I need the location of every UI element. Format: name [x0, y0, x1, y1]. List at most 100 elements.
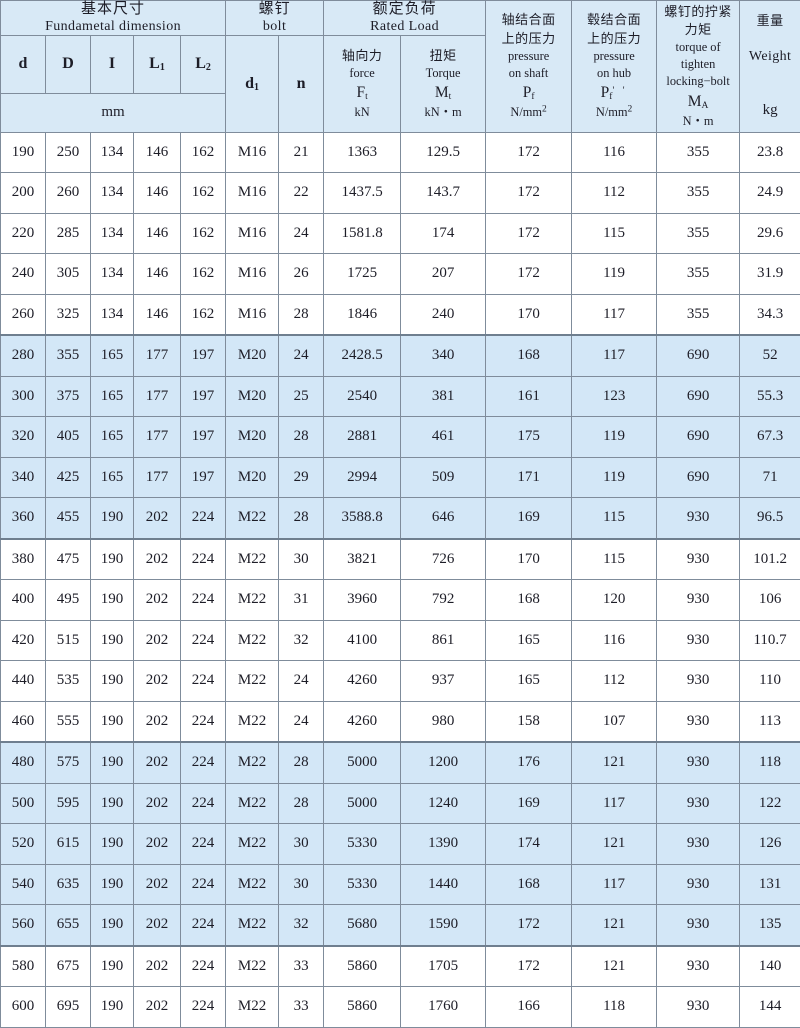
- cell-220-c0: 220: [1, 213, 46, 253]
- cell-540-c12: 131: [740, 864, 800, 904]
- force-cn: 轴向力: [342, 48, 383, 63]
- cell-460-c5: M22: [226, 701, 279, 742]
- cell-520-c5: M22: [226, 824, 279, 864]
- cell-400-c5: M22: [226, 580, 279, 620]
- cell-220-c9: 172: [486, 213, 572, 253]
- cell-320-c3: 177: [134, 417, 181, 457]
- cell-190-c8: 129.5: [401, 132, 486, 172]
- cell-380-c1: 475: [46, 539, 91, 580]
- cell-340-c5: M20: [226, 457, 279, 497]
- cell-540-c2: 190: [91, 864, 134, 904]
- cell-200-c7: 1437.5: [324, 173, 401, 213]
- cell-420-c12: 110.7: [740, 620, 800, 660]
- cell-380-c12: 101.2: [740, 539, 800, 580]
- cell-480-c5: M22: [226, 742, 279, 783]
- cell-460-c10: 107: [572, 701, 657, 742]
- cell-320-c11: 690: [657, 417, 740, 457]
- cell-200-c6: 22: [279, 173, 324, 213]
- force-symbol: Ft: [356, 84, 367, 101]
- cell-600-c11: 930: [657, 987, 740, 1028]
- cell-220-c11: 355: [657, 213, 740, 253]
- cell-460-c1: 555: [46, 701, 91, 742]
- cell-400-c11: 930: [657, 580, 740, 620]
- cell-380-c2: 190: [91, 539, 134, 580]
- cell-560-c8: 1590: [401, 905, 486, 946]
- cell-600-c1: 695: [46, 987, 91, 1028]
- cell-580-c3: 202: [134, 946, 181, 987]
- cell-420-c3: 202: [134, 620, 181, 660]
- cell-560-c2: 190: [91, 905, 134, 946]
- cell-540-c5: M22: [226, 864, 279, 904]
- cell-340-c2: 165: [91, 457, 134, 497]
- cell-580-c4: 224: [181, 946, 226, 987]
- header-col-axial-force: 轴向力 force Ft kN: [324, 36, 401, 133]
- cell-440-c6: 24: [279, 661, 324, 701]
- cell-280-c8: 340: [401, 335, 486, 376]
- cell-580-c7: 5860: [324, 946, 401, 987]
- cell-220-c10: 115: [572, 213, 657, 253]
- cell-500-c8: 1240: [401, 783, 486, 823]
- cell-400-c6: 31: [279, 580, 324, 620]
- cell-420-c5: M22: [226, 620, 279, 660]
- cell-320-c6: 28: [279, 417, 324, 457]
- cell-560-c12: 135: [740, 905, 800, 946]
- cell-300-c8: 381: [401, 376, 486, 416]
- header-col-d: d: [1, 36, 46, 94]
- header-col-torque: 扭矩 Torque Mt kN・m: [401, 36, 486, 133]
- cell-480-c1: 575: [46, 742, 91, 783]
- cell-240-c12: 31.9: [740, 254, 800, 294]
- header-group-row: 基本尺寸 Fundametal dimension 螺钉 bolt 额定负荷 R…: [1, 1, 800, 36]
- cell-190-c9: 172: [486, 132, 572, 172]
- cell-200-c0: 200: [1, 173, 46, 213]
- header-col-L2: L2: [181, 36, 226, 94]
- cell-280-c4: 197: [181, 335, 226, 376]
- cell-220-c4: 162: [181, 213, 226, 253]
- header-bolt-tighten-torque: 螺钉的拧紧 力矩 torque of tighten locking−bolt …: [657, 1, 740, 133]
- cell-280-c2: 165: [91, 335, 134, 376]
- cell-500-c4: 224: [181, 783, 226, 823]
- header-col-n: n: [279, 36, 324, 133]
- cell-360-c7: 3588.8: [324, 498, 401, 539]
- cell-360-c5: M22: [226, 498, 279, 539]
- cell-320-c4: 197: [181, 417, 226, 457]
- cell-480-c10: 121: [572, 742, 657, 783]
- weight-en: Weight: [741, 47, 799, 66]
- cell-540-c11: 930: [657, 864, 740, 904]
- cell-600-c4: 224: [181, 987, 226, 1028]
- cell-200-c8: 143.7: [401, 173, 486, 213]
- cell-260-c1: 325: [46, 294, 91, 335]
- cell-580-c12: 140: [740, 946, 800, 987]
- cell-260-c4: 162: [181, 294, 226, 335]
- cell-220-c6: 24: [279, 213, 324, 253]
- cell-580-c0: 580: [1, 946, 46, 987]
- cell-320-c1: 405: [46, 417, 91, 457]
- cell-480-c9: 176: [486, 742, 572, 783]
- cell-580-c10: 121: [572, 946, 657, 987]
- cell-540-c1: 635: [46, 864, 91, 904]
- cell-580-c1: 675: [46, 946, 91, 987]
- cell-580-c8: 1705: [401, 946, 486, 987]
